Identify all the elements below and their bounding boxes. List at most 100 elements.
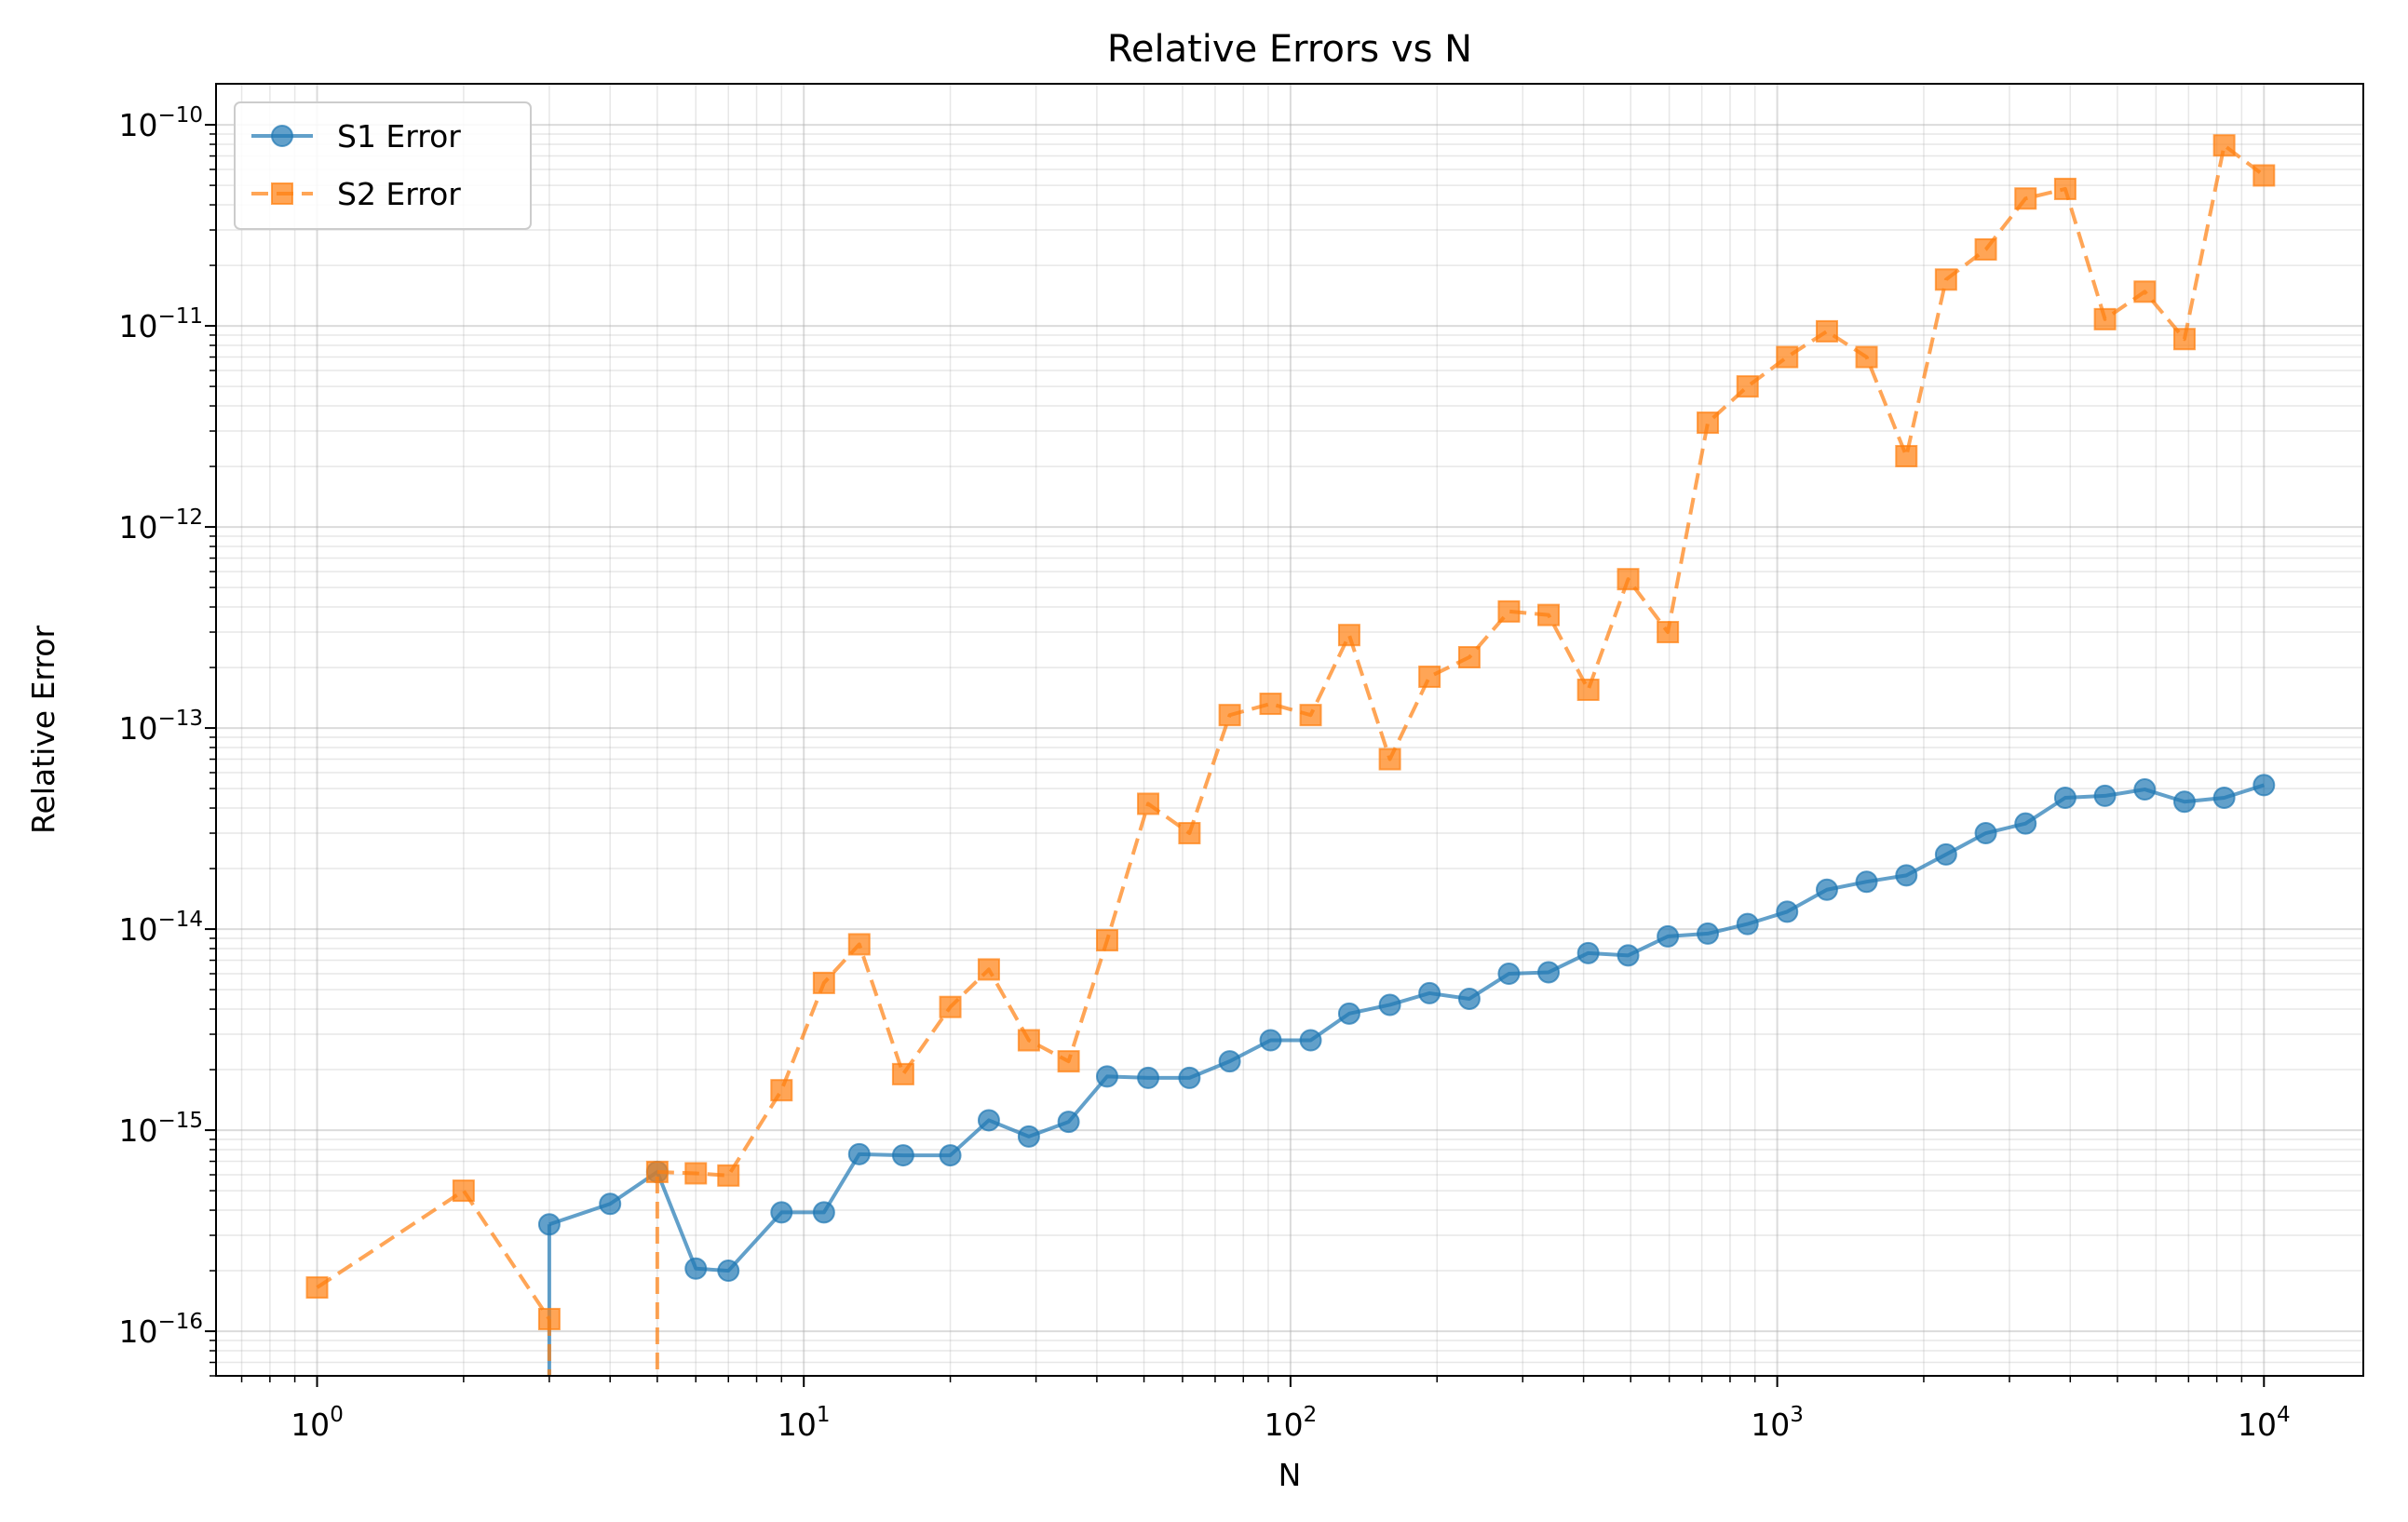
data-point xyxy=(977,1109,1000,1132)
data-point xyxy=(2053,786,2077,809)
data-point xyxy=(812,971,835,994)
data-point xyxy=(2093,784,2117,807)
y-tick-label: 10−15 xyxy=(118,1109,203,1149)
y-tick-label: 10−12 xyxy=(118,505,203,545)
data-point xyxy=(684,1162,708,1185)
data-point xyxy=(847,933,871,956)
legend-item-2: S2 Error xyxy=(251,176,461,212)
y-tick-label: 10−14 xyxy=(118,908,203,948)
data-point xyxy=(717,1259,740,1283)
data-point xyxy=(1337,1002,1360,1025)
data-point xyxy=(977,958,1000,981)
data-point xyxy=(891,1062,914,1085)
x-tick-label: 102 xyxy=(1265,1403,1318,1443)
data-point xyxy=(939,1144,962,1167)
data-point xyxy=(717,1164,740,1187)
grid xyxy=(216,84,2363,1377)
data-point xyxy=(2212,134,2236,157)
data-point xyxy=(1974,237,1997,261)
data-point xyxy=(1736,375,1759,398)
data-point xyxy=(1855,870,1878,894)
data-point xyxy=(1617,944,1640,967)
data-point xyxy=(770,1079,793,1102)
chart-title: Relative Errors vs N xyxy=(1107,28,1472,71)
data-point xyxy=(1776,900,1799,923)
tick-layer: 100 101 102 103 104 10−16 10−15 10−14 10−13 10−12… xyxy=(118,103,2290,1443)
data-point xyxy=(2133,778,2157,801)
data-point xyxy=(1017,1125,1040,1148)
data-point xyxy=(939,995,962,1018)
x-tick-label: 101 xyxy=(778,1403,831,1443)
data-point xyxy=(305,1276,329,1300)
data-point xyxy=(1974,822,1997,845)
data-point xyxy=(2014,187,2037,210)
data-point xyxy=(1934,842,1957,866)
data-point xyxy=(1697,922,1720,945)
y-axis-label: Relative Error xyxy=(25,626,61,834)
data-point xyxy=(1137,792,1160,815)
x-tick-label: 104 xyxy=(2238,1403,2291,1443)
data-point xyxy=(770,1201,793,1224)
data-point xyxy=(1537,603,1561,626)
data-point xyxy=(1736,912,1759,936)
data-point xyxy=(1418,981,1441,1004)
data-point xyxy=(2252,774,2276,797)
data-point xyxy=(1776,345,1799,369)
x-tick-label: 100 xyxy=(291,1403,344,1443)
data-point xyxy=(1934,268,1957,291)
data-point xyxy=(2252,164,2276,187)
data-point xyxy=(452,1179,475,1203)
data-point xyxy=(1895,445,1918,468)
data-point xyxy=(1497,963,1521,986)
data-point xyxy=(1299,1029,1322,1052)
y-tick-label: 10−11 xyxy=(118,304,203,344)
x-tick-label: 103 xyxy=(1751,1403,1804,1443)
y-tick-label: 10−10 xyxy=(118,103,203,143)
x-axis-label: N xyxy=(1278,1457,1302,1493)
data-point xyxy=(1815,319,1838,343)
data-point xyxy=(645,1160,669,1183)
data-point xyxy=(1497,599,1521,623)
data-point xyxy=(2093,307,2117,330)
data-point xyxy=(1378,748,1401,771)
legend-item-1: S1 Error xyxy=(251,118,461,155)
data-point xyxy=(1057,1050,1080,1073)
data-point xyxy=(537,1307,561,1330)
data-point xyxy=(537,1213,561,1236)
data-point xyxy=(1259,1029,1282,1052)
data-point xyxy=(2053,177,2077,200)
data-point xyxy=(1537,961,1561,984)
data-point xyxy=(1137,1066,1160,1089)
data-point xyxy=(1457,646,1481,669)
data-point xyxy=(1095,1065,1118,1088)
legend: S1 Error S2 Error xyxy=(234,101,532,230)
data-point xyxy=(1418,665,1441,688)
data-point xyxy=(1657,621,1680,644)
data-point xyxy=(1457,987,1481,1010)
data-point xyxy=(1095,929,1118,952)
data-point xyxy=(1218,1050,1241,1073)
series-1 xyxy=(537,774,2276,1376)
data-point xyxy=(1299,704,1322,727)
data-point xyxy=(684,1257,708,1280)
data-point xyxy=(2014,812,2037,835)
data-point xyxy=(1895,864,1918,887)
data-point xyxy=(599,1192,622,1216)
data-point xyxy=(1337,624,1360,647)
legend-label: S2 Error xyxy=(337,176,461,212)
data-point xyxy=(1855,345,1878,369)
data-point xyxy=(1697,411,1720,435)
data-point xyxy=(812,1201,835,1224)
data-point xyxy=(1178,1066,1201,1089)
data-point xyxy=(1378,993,1401,1017)
y-tick-label: 10−13 xyxy=(118,707,203,747)
data-point xyxy=(2212,786,2236,809)
legend-marker xyxy=(271,125,293,147)
y-tick-label: 10−16 xyxy=(118,1310,203,1350)
data-point xyxy=(891,1144,914,1167)
data-point xyxy=(1259,693,1282,716)
data-point xyxy=(1576,678,1600,701)
series-line xyxy=(316,1189,551,1321)
data-point xyxy=(847,1142,871,1165)
